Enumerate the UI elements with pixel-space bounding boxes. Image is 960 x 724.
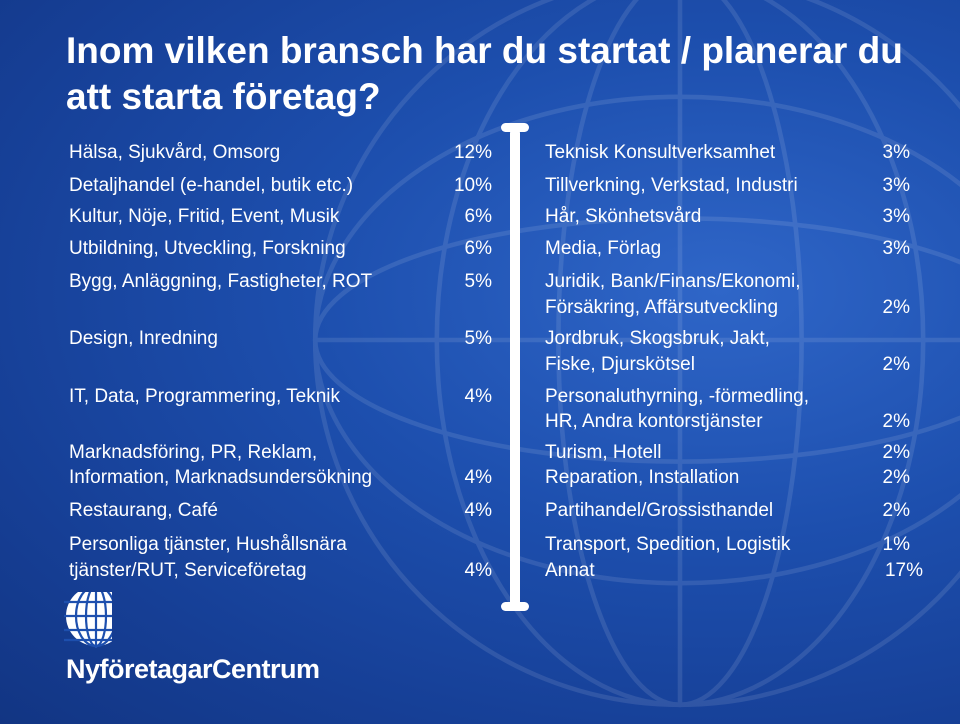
industry-percent: 2% xyxy=(882,411,910,432)
industry-percent: 4% xyxy=(464,467,492,488)
industry-label-line2: Information, Marknadsundersökning xyxy=(69,467,373,488)
industry-label: Utbildning, Utveckling, Forskning xyxy=(69,238,346,259)
industry-percent: 3% xyxy=(882,175,910,196)
industry-label: Hår, Skönhetsvård xyxy=(545,206,702,227)
industry-percent: 4% xyxy=(464,560,492,581)
industry-percent: 1% xyxy=(882,534,910,555)
industry-label: Partihandel/Grossisthandel xyxy=(545,500,774,521)
industry-label-line2: tjänster/RUT, Serviceföretag xyxy=(69,560,307,581)
industry-percent: 4% xyxy=(464,500,492,521)
page-title: Inom vilken bransch har du startat / pla… xyxy=(66,30,903,117)
industry-percent: 2% xyxy=(882,500,910,521)
industry-percent: 10% xyxy=(453,175,492,196)
industry-percent: 3% xyxy=(882,142,910,163)
industry-percent: 2% xyxy=(882,354,910,375)
industry-percent: 6% xyxy=(464,238,492,259)
industry-percent: 6% xyxy=(464,206,492,227)
industry-percent: 2% xyxy=(882,467,910,488)
industry-percent: 4% xyxy=(464,386,492,407)
industry-percent: 17% xyxy=(884,560,923,581)
industry-percent: 2% xyxy=(882,442,910,463)
industry-label: Annat xyxy=(545,560,595,581)
industry-percent: 3% xyxy=(882,206,910,227)
industry-label-line1: Marknadsföring, PR, Reklam, xyxy=(69,442,318,463)
industry-label: Tillverkning, Verkstad, Industri xyxy=(545,175,798,196)
industry-label: Transport, Spedition, Logistik xyxy=(545,534,791,555)
industry-label-line2: Försäkring, Affärsutveckling xyxy=(545,297,779,318)
industry-percent: 5% xyxy=(464,328,492,349)
brand-logo-text: NyföretagarCentrum xyxy=(66,654,320,684)
industry-percent: 3% xyxy=(882,238,910,259)
column-divider xyxy=(510,130,520,608)
industry-label: Reparation, Installation xyxy=(545,467,740,488)
globe-background-icon xyxy=(313,0,960,707)
industry-label: Design, Inredning xyxy=(69,328,218,349)
industry-label-line1: Juridik, Bank/Finans/Ekonomi, xyxy=(545,271,801,292)
industry-percent: 2% xyxy=(882,297,910,318)
industry-label-line2: HR, Andra kontorstjänster xyxy=(545,411,763,432)
industry-label: Teknisk Konsultverksamhet xyxy=(545,142,776,163)
industry-label: Kultur, Nöje, Fritid, Event, Musik xyxy=(69,206,340,227)
industry-label-line1: Jordbruk, Skogsbruk, Jakt, xyxy=(545,328,770,349)
industry-percent: 5% xyxy=(464,271,492,292)
industry-label-line1: Personliga tjänster, Hushållsnära xyxy=(69,534,347,555)
industry-label: Turism, Hotell xyxy=(545,442,662,463)
industry-label: Bygg, Anläggning, Fastigheter, ROT xyxy=(69,271,373,292)
industry-label: IT, Data, Programmering, Teknik xyxy=(69,386,341,407)
industry-label: Detaljhandel (e-handel, butik etc.) xyxy=(69,175,354,196)
industry-label-line1: Personaluthyrning, -förmedling, xyxy=(545,386,810,407)
industry-label: Restaurang, Café xyxy=(69,500,218,521)
column-divider-cap-top xyxy=(501,123,529,132)
industry-label: Media, Förlag xyxy=(545,238,662,259)
column-divider-cap-bottom xyxy=(501,602,529,611)
industry-percent: 12% xyxy=(453,142,492,163)
globe-logo-icon xyxy=(64,592,112,648)
industry-label-line2: Fiske, Djurskötsel xyxy=(545,354,695,375)
industry-label: Hälsa, Sjukvård, Omsorg xyxy=(69,142,281,163)
